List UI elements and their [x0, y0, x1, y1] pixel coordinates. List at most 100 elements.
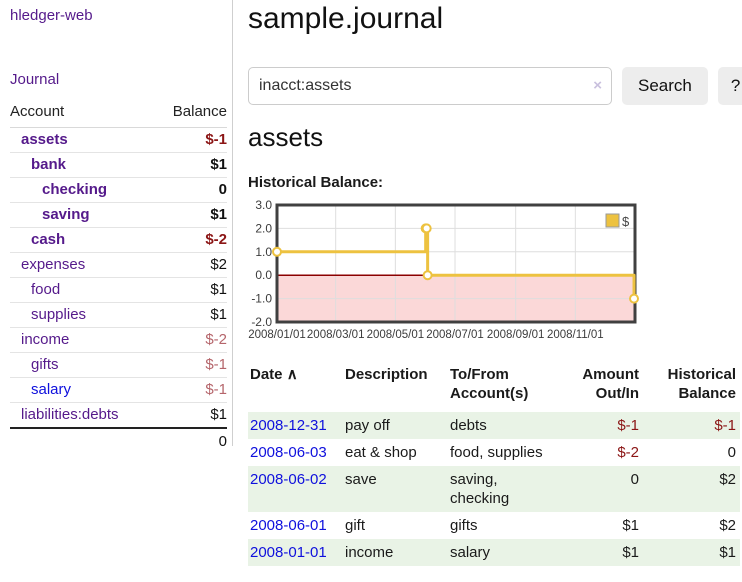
account-row: expenses $2: [10, 252, 227, 278]
plot-border: [275, 203, 637, 324]
y-tick-label: -2.0: [251, 315, 272, 329]
account-link[interactable]: cash: [31, 231, 66, 248]
account-link[interactable]: checking: [42, 181, 108, 198]
x-tick-label: 2008/11/01: [547, 329, 604, 341]
sort-asc-icon: ∧: [286, 366, 298, 383]
transaction-balance: $-1: [641, 412, 740, 439]
account-link[interactable]: saving: [42, 206, 90, 223]
transaction-accounts: debts: [448, 412, 552, 439]
x-tick-label: 2008/07/01: [426, 329, 484, 341]
y-tick-label: -1.0: [251, 292, 272, 306]
x-tick-label: 2008/03/01: [307, 329, 365, 341]
help-button[interactable]: ?: [717, 67, 742, 105]
transaction-description: pay off: [343, 412, 448, 439]
y-tick-label: 2.0: [255, 221, 272, 235]
accounts-total-value: 0: [154, 427, 227, 454]
account-row: saving $1: [10, 202, 227, 228]
account-link[interactable]: supplies: [31, 306, 87, 323]
account-link[interactable]: expenses: [21, 256, 86, 273]
transaction-description: eat & shop: [345, 444, 417, 461]
main-content: sample.journal × Search ? assets Histori…: [246, 0, 742, 582]
transaction-accounts: salary: [448, 539, 552, 566]
chart-canvas: 2008/01/01 2008/03/01 2008/05/01 2008/07/01…: [248, 198, 640, 341]
register-col-balance: Historical Balance: [667, 366, 736, 402]
account-link[interactable]: food: [31, 281, 61, 298]
transaction-date-link[interactable]: 2008-06-03: [250, 444, 327, 461]
account-heading: assets: [248, 122, 324, 152]
account-row: income $-2: [10, 327, 227, 353]
clear-search-icon[interactable]: ×: [593, 77, 602, 94]
transaction-amount: $-2: [617, 444, 639, 461]
transaction-date-link[interactable]: 2008-06-01: [250, 517, 327, 534]
transaction-date-link[interactable]: 2008-01-01: [250, 544, 327, 561]
x-tick-label: 2008/05/01: [367, 329, 425, 341]
transaction-balance: $1: [641, 539, 740, 566]
transaction-amount: $-1: [552, 412, 641, 439]
transaction-accounts: gifts: [450, 517, 478, 534]
accounts-table: Account Balance assets $-1 bank $1 checking 0…: [10, 100, 227, 454]
account-row: assets $-1: [10, 127, 227, 153]
accounts-total-row: 0: [10, 427, 227, 454]
account-balance: $-2: [154, 327, 227, 353]
y-tick-label: 0.0: [255, 268, 272, 282]
transaction-description: gift: [345, 517, 366, 534]
x-tick-label: 2008/09/01: [487, 329, 545, 341]
account-balance: $-2: [154, 227, 227, 253]
account-balance: $1: [154, 152, 227, 178]
account-row: gifts $-1: [10, 352, 227, 378]
data-point-marker: [629, 293, 640, 304]
app-title-link[interactable]: hledger-web: [10, 7, 93, 24]
data-point-marker: [421, 223, 432, 234]
account-link[interactable]: assets: [21, 131, 68, 148]
y-tick-label: 3.0: [255, 198, 272, 212]
account-link[interactable]: liabilities:debts: [21, 406, 119, 423]
legend-label: $: [622, 214, 630, 229]
account-link[interactable]: salary: [31, 381, 72, 398]
register-col-description: Description: [345, 366, 428, 383]
account-link[interactable]: bank: [31, 156, 67, 173]
register-col-date[interactable]: Date ∧: [250, 366, 298, 383]
register-col-amount: Amount Out/In: [582, 366, 639, 402]
page-title: sample.journal: [248, 2, 444, 35]
account-balance: $1: [210, 406, 227, 423]
account-link[interactable]: income: [21, 331, 70, 348]
transaction-amount: $1: [622, 517, 639, 534]
account-row: bank $1: [10, 152, 227, 178]
register-table: Date ∧ Description To/From Account(s) Am…: [248, 362, 740, 566]
account-row: checking 0: [10, 177, 227, 203]
transaction-balance: 0: [727, 444, 736, 461]
transaction-date-link[interactable]: 2008-06-02: [250, 471, 327, 488]
register-row: 2008-06-01 gift gifts $1 $2: [248, 512, 740, 539]
sidebar-item-journal[interactable]: Journal: [10, 71, 60, 88]
register-col-accounts: To/From Account(s): [450, 366, 529, 402]
account-row: salary $-1: [10, 377, 227, 403]
account-balance: 0: [154, 177, 227, 203]
account-row: cash $-2: [10, 227, 227, 253]
transaction-description: income: [343, 539, 448, 566]
account-row: liabilities:debts $1: [10, 403, 227, 429]
transaction-date-link[interactable]: 2008-12-31: [250, 417, 327, 434]
sidebar: hledger-web Journal Account Balance asse…: [0, 0, 233, 454]
account-link[interactable]: gifts: [31, 356, 59, 373]
accounts-col-balance: Balance: [154, 100, 227, 128]
search-button[interactable]: Search: [622, 67, 708, 105]
search-input[interactable]: [248, 67, 612, 105]
account-row: food $1: [10, 277, 227, 303]
transaction-description: save: [343, 466, 448, 512]
register-row: 2008-01-01 income salary $1 $1: [248, 539, 740, 566]
account-balance: $-1: [154, 352, 227, 378]
search-bar: × Search ?: [248, 67, 742, 105]
accounts-col-account: Account: [10, 100, 155, 128]
register-row: 2008-06-03 eat & shop food, supplies $-2 0: [248, 439, 740, 466]
account-row: supplies $1: [10, 302, 227, 328]
data-point-marker: [422, 270, 433, 281]
x-tick-label: 2008/01/01: [248, 329, 306, 341]
account-balance: $1: [154, 277, 227, 303]
transaction-accounts: saving, checking: [448, 466, 552, 512]
chart-title: Historical Balance:: [248, 174, 384, 191]
register-section: Date ∧ Description To/From Account(s) Am…: [248, 362, 740, 566]
transaction-amount: $1: [552, 539, 641, 566]
register-row: 2008-12-31 pay off debts $-1 $-1: [248, 412, 740, 439]
y-tick-label: 1.0: [255, 245, 272, 259]
register-row: 2008-06-02 save saving, checking 0 $2: [248, 466, 740, 512]
